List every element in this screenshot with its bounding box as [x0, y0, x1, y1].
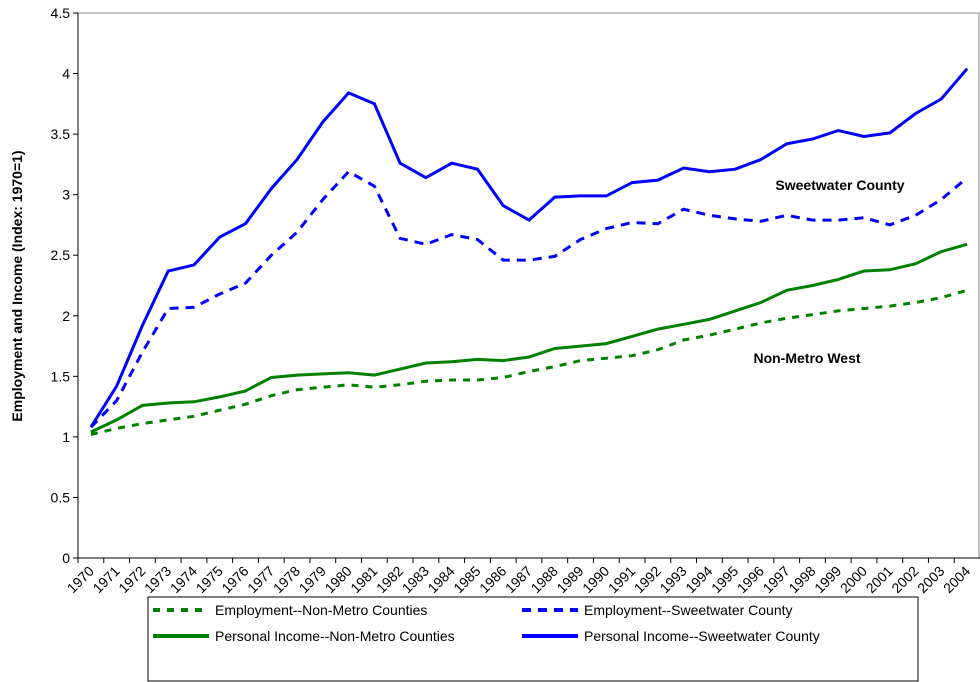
x-tick-label: 1995	[708, 563, 741, 596]
x-tick-label: 1991	[605, 563, 638, 596]
x-tick-label: 1982	[373, 563, 406, 596]
y-tick-label: 2.5	[51, 247, 71, 263]
legend-label: Employment--Non-Metro Counties	[215, 602, 427, 618]
y-tick-label: 3	[62, 187, 70, 203]
plot-area	[77, 12, 980, 559]
series-line	[89, 169, 969, 429]
x-tick-label: 1992	[631, 563, 664, 596]
x-tick-label: 1977	[244, 563, 277, 596]
x-tick-label: 1987	[502, 563, 535, 596]
y-tick-label: 1	[62, 429, 70, 445]
annotation: Non-Metro West	[753, 350, 860, 366]
x-tick-label: 1996	[734, 563, 767, 596]
x-tick-label: 1985	[450, 563, 483, 596]
series-line	[90, 242, 968, 434]
annotation: Sweetwater County	[775, 177, 904, 193]
x-tick-label: 2001	[863, 563, 896, 596]
y-axis-label: Employment and Income (Index: 1970=1)	[9, 150, 25, 421]
x-tick-label: 1988	[528, 563, 561, 596]
y-tick-label: 0	[62, 550, 70, 566]
x-tick-label: 1997	[759, 563, 792, 596]
x-tick-label: 1973	[141, 563, 174, 596]
legend-box	[147, 596, 919, 682]
x-tick-label: 1976	[218, 563, 251, 596]
x-tick-label: 2003	[914, 563, 947, 596]
x-tick-label: 1981	[347, 563, 380, 596]
x-tick-label: 1986	[476, 563, 509, 596]
x-tick-label: 1994	[682, 563, 715, 596]
x-tick-label: 1990	[579, 563, 612, 596]
y-tick-label: 2	[62, 308, 70, 324]
x-tick-label: 1980	[321, 563, 354, 596]
x-tick-label: 1998	[785, 563, 818, 596]
x-tick-label: 1978	[270, 563, 303, 596]
x-tick-label: 2000	[837, 563, 870, 596]
y-tick-label: 3.5	[51, 126, 71, 142]
legend-label: Personal Income--Non-Metro Counties	[215, 628, 455, 644]
legend-label: Employment--Sweetwater County	[584, 602, 793, 618]
y-tick-label: 0.5	[51, 489, 71, 505]
y-tick-label: 4.5	[51, 5, 71, 21]
x-tick-label: 1971	[89, 563, 122, 596]
x-tick-label: 1972	[115, 563, 148, 596]
x-tick-label: 1970	[64, 563, 97, 596]
x-tick-label: 1974	[167, 563, 200, 596]
y-tick-label: 1.5	[51, 368, 71, 384]
x-tick-label: 2004	[940, 563, 973, 596]
x-tick-label: 1984	[424, 563, 457, 596]
x-tick-label: 1975	[193, 563, 226, 596]
x-tick-label: 2002	[888, 563, 921, 596]
legend-label: Personal Income--Sweetwater County	[584, 628, 820, 644]
x-tick-label: 1983	[399, 563, 432, 596]
x-tick-label: 1999	[811, 563, 844, 596]
x-tick-label: 1993	[656, 563, 689, 596]
y-tick-label: 4	[62, 66, 70, 82]
x-tick-label: 1989	[553, 563, 586, 596]
series-line	[89, 67, 969, 428]
x-tick-label: 1979	[296, 563, 329, 596]
series-line	[90, 288, 968, 436]
